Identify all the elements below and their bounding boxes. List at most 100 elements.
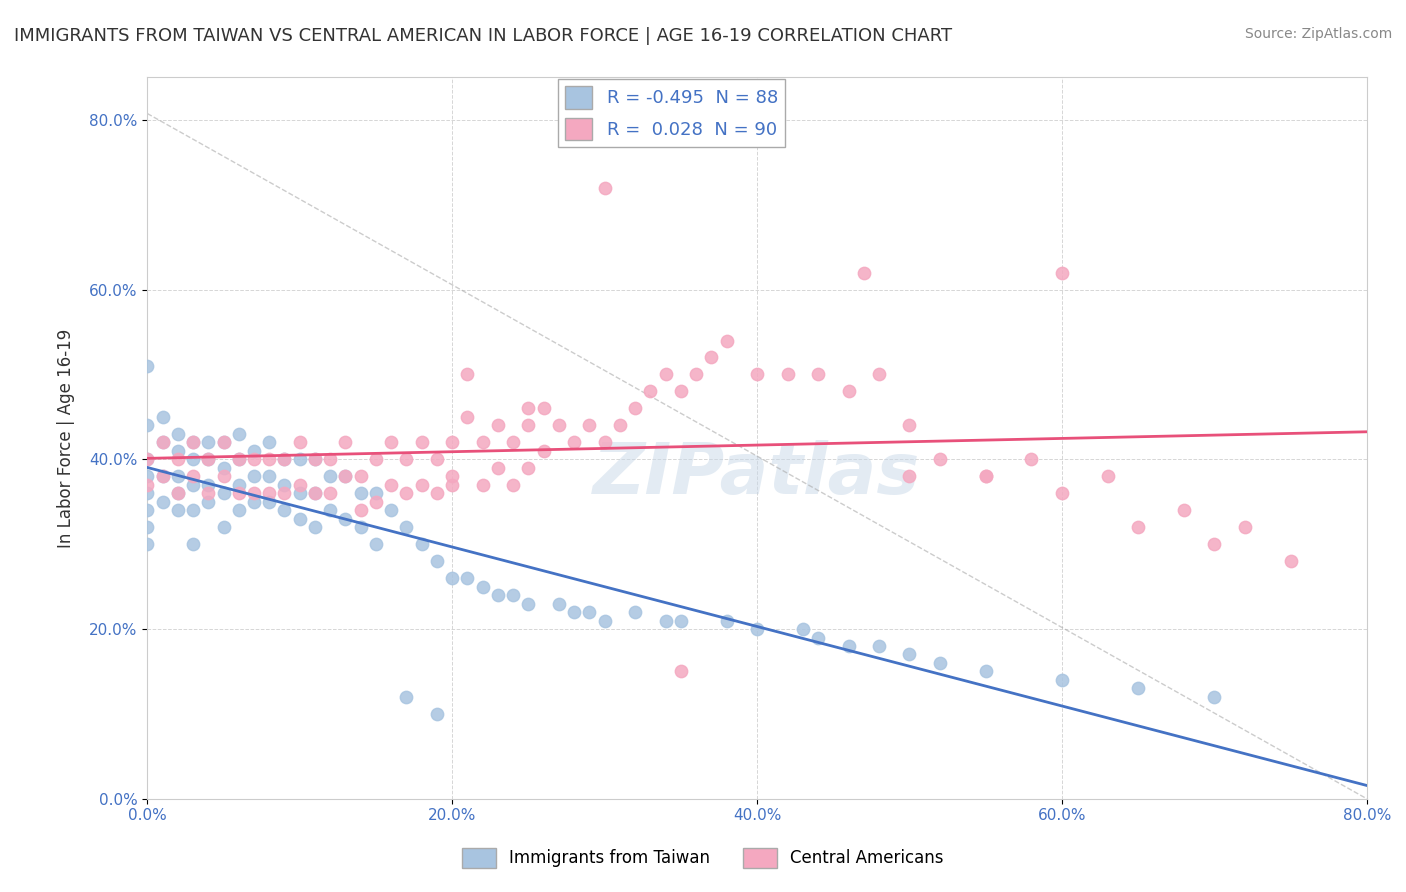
Point <box>197 452 219 467</box>
Point <box>152 435 174 450</box>
Y-axis label: In Labor Force | Age 16-19: In Labor Force | Age 16-19 <box>58 328 75 548</box>
Point <box>350 503 373 517</box>
Point <box>304 486 326 500</box>
Point <box>136 452 159 467</box>
Point <box>335 469 357 483</box>
Point <box>898 648 921 662</box>
Point <box>136 418 159 433</box>
Point <box>257 435 280 450</box>
Point <box>1021 452 1043 467</box>
Point <box>152 409 174 424</box>
Point <box>212 486 235 500</box>
Point <box>273 477 295 491</box>
Point <box>166 452 188 467</box>
Point <box>197 452 219 467</box>
Point <box>228 503 250 517</box>
Point <box>166 503 188 517</box>
Point <box>364 486 387 500</box>
Point <box>533 401 555 416</box>
Point <box>837 639 859 653</box>
Point <box>716 334 738 348</box>
Point <box>426 452 449 467</box>
Point <box>212 469 235 483</box>
Legend: Immigrants from Taiwan, Central Americans: Immigrants from Taiwan, Central American… <box>456 841 950 875</box>
Point <box>669 665 692 679</box>
Point <box>502 477 524 491</box>
Point <box>745 622 768 636</box>
Point <box>593 435 616 450</box>
Point <box>395 452 418 467</box>
Point <box>136 520 159 534</box>
Point <box>654 368 676 382</box>
Point <box>166 469 188 483</box>
Point <box>257 469 280 483</box>
Point <box>1050 486 1073 500</box>
Point <box>502 435 524 450</box>
Point <box>197 477 219 491</box>
Point <box>319 452 342 467</box>
Point <box>807 368 830 382</box>
Point <box>395 486 418 500</box>
Point <box>152 494 174 508</box>
Text: Source: ZipAtlas.com: Source: ZipAtlas.com <box>1244 27 1392 41</box>
Point <box>593 180 616 194</box>
Point <box>441 477 464 491</box>
Point <box>257 452 280 467</box>
Point <box>243 494 266 508</box>
Point <box>471 435 494 450</box>
Point <box>624 401 647 416</box>
Point <box>288 486 311 500</box>
Point <box>974 665 997 679</box>
Point <box>456 368 478 382</box>
Point <box>547 597 569 611</box>
Point <box>364 537 387 551</box>
Point <box>426 706 449 721</box>
Point <box>380 477 402 491</box>
Point <box>1050 673 1073 687</box>
Point <box>1204 690 1226 704</box>
Point <box>228 452 250 467</box>
Point <box>166 486 188 500</box>
Point <box>319 486 342 500</box>
Point <box>136 477 159 491</box>
Point <box>166 443 188 458</box>
Point <box>228 477 250 491</box>
Point <box>745 368 768 382</box>
Point <box>181 469 204 483</box>
Point <box>502 588 524 602</box>
Text: IMMIGRANTS FROM TAIWAN VS CENTRAL AMERICAN IN LABOR FORCE | AGE 16-19 CORRELATIO: IMMIGRANTS FROM TAIWAN VS CENTRAL AMERIC… <box>14 27 952 45</box>
Point <box>304 486 326 500</box>
Point <box>364 494 387 508</box>
Point <box>228 426 250 441</box>
Point <box>517 418 540 433</box>
Point <box>350 486 373 500</box>
Point <box>273 452 295 467</box>
Point <box>288 512 311 526</box>
Point <box>212 435 235 450</box>
Point <box>152 469 174 483</box>
Point <box>441 435 464 450</box>
Point <box>212 520 235 534</box>
Point <box>486 460 509 475</box>
Point <box>304 452 326 467</box>
Point <box>868 639 890 653</box>
Point <box>243 469 266 483</box>
Point <box>136 503 159 517</box>
Point <box>1050 266 1073 280</box>
Point <box>700 351 723 365</box>
Point <box>929 656 952 670</box>
Point <box>640 384 662 399</box>
Point <box>792 622 814 636</box>
Point <box>426 554 449 568</box>
Point <box>364 452 387 467</box>
Point <box>273 486 295 500</box>
Point <box>776 368 799 382</box>
Point <box>929 452 952 467</box>
Point <box>335 435 357 450</box>
Point <box>852 266 875 280</box>
Point <box>1173 503 1195 517</box>
Point <box>974 469 997 483</box>
Point <box>350 520 373 534</box>
Point <box>562 435 585 450</box>
Point <box>152 469 174 483</box>
